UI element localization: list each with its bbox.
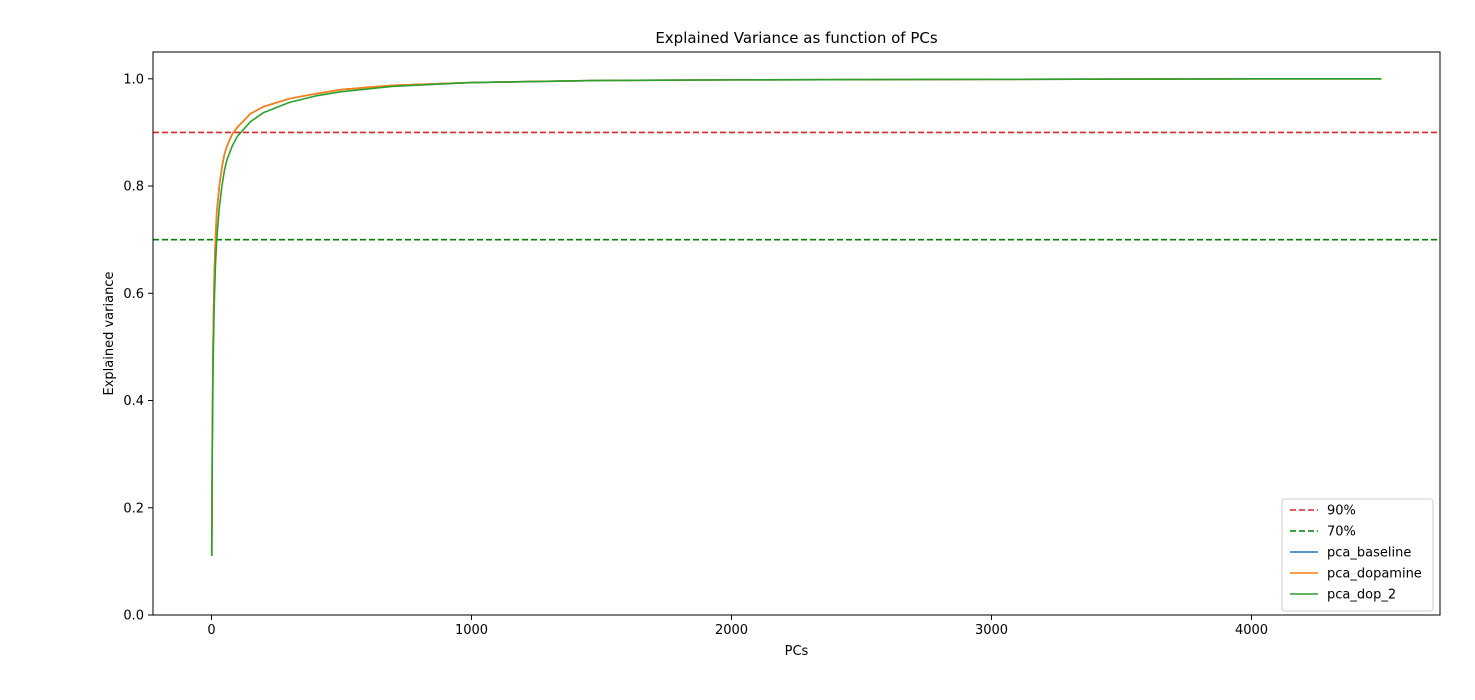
plot-area-frame [152, 51, 1441, 616]
legend-label: 90% [1327, 504, 1356, 519]
y-axis-label: Explained variance [102, 272, 117, 396]
legend: 90% 70% pca_baseline pca_dopamine pca_dop_2 [1281, 498, 1434, 612]
legend-label: pca_dopamine [1327, 567, 1422, 582]
x-tick-label: 1000 [455, 623, 488, 638]
chart-title: Explained Variance as function of PCs [655, 29, 938, 47]
x-axis-label: PCs [785, 644, 809, 659]
y-tick-label: 0.8 [123, 180, 144, 195]
x-tick-label: 2000 [715, 623, 748, 638]
legend-label: 70% [1327, 525, 1356, 540]
series-line [210, 78, 1382, 557]
reference-lines [153, 131, 1440, 241]
y-tick-label: 0.6 [123, 287, 144, 302]
x-tick-label: 3000 [975, 623, 1008, 638]
y-tick-label: 0.0 [123, 609, 144, 624]
axis-ticks: 0 1000 2000 3000 4000 0.0 0.2 0.4 0.6 0.8 1.0 [123, 72, 1268, 638]
legend-box [1281, 498, 1434, 612]
series-lines [210, 78, 1382, 557]
y-tick-label: 0.2 [123, 501, 144, 516]
legend-label: pca_baseline [1327, 546, 1411, 561]
y-tick-label: 1.0 [123, 72, 144, 87]
x-tick-label: 4000 [1235, 623, 1268, 638]
y-tick-label: 0.4 [123, 394, 144, 409]
x-tick-label: 0 [207, 623, 215, 638]
series-line [210, 78, 1382, 557]
series-line [210, 78, 1382, 557]
legend-label: pca_dop_2 [1327, 588, 1396, 603]
